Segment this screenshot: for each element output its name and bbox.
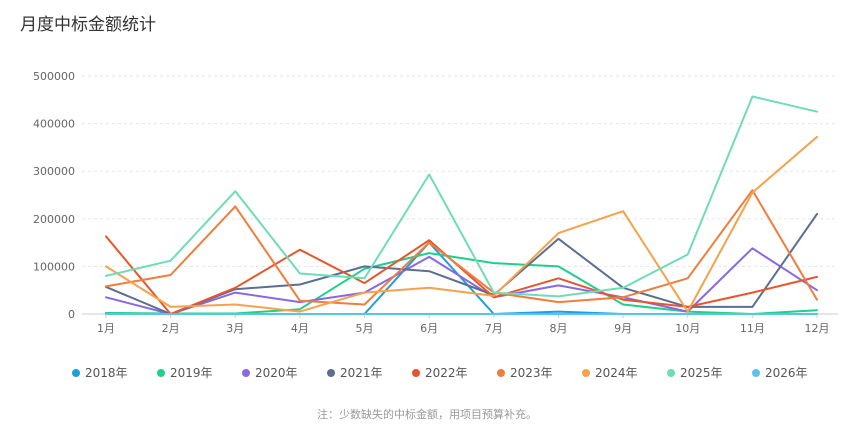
series-line-1[interactable] bbox=[105, 241, 818, 315]
y-tick-label: 100000 bbox=[33, 260, 75, 273]
legend-label: 2020年 bbox=[255, 366, 298, 380]
y-tick-label: 400000 bbox=[33, 118, 75, 131]
x-tick-label: 5月 bbox=[356, 322, 374, 335]
x-tick-label: 8月 bbox=[549, 322, 567, 335]
legend-marker bbox=[582, 369, 590, 377]
series-line-3[interactable] bbox=[105, 247, 818, 315]
legend-item[interactable]: 2026年 bbox=[752, 366, 808, 380]
legend-label: 2023年 bbox=[510, 366, 553, 380]
legend-marker bbox=[667, 369, 675, 377]
x-tick-label: 1月 bbox=[97, 322, 115, 335]
x-tick-label: 2月 bbox=[162, 322, 180, 335]
legend-marker bbox=[497, 369, 505, 377]
series-lines bbox=[105, 95, 818, 315]
legend-item[interactable]: 2025年 bbox=[667, 366, 723, 380]
legend-item[interactable]: 2024年 bbox=[582, 366, 638, 380]
x-tick-label: 12月 bbox=[805, 322, 830, 335]
legend-label: 2021年 bbox=[340, 366, 383, 380]
legend-item[interactable]: 2019年 bbox=[157, 366, 213, 380]
legend-item[interactable]: 2021年 bbox=[327, 366, 383, 380]
x-tick-label: 6月 bbox=[420, 322, 438, 335]
legend-marker bbox=[327, 369, 335, 377]
y-tick-label: 200000 bbox=[33, 213, 75, 226]
series-line-8[interactable] bbox=[105, 95, 818, 298]
legend-marker bbox=[72, 369, 80, 377]
legend-marker bbox=[157, 369, 165, 377]
x-axis: 1月 2月 3月 4月 5月 6月 7月 8月 9月 10月 11月 12月 bbox=[97, 314, 830, 335]
x-tick-label: 10月 bbox=[675, 322, 700, 335]
legend-label: 2018年 bbox=[85, 366, 128, 380]
chart-title: 月度中标金额统计 bbox=[20, 15, 156, 35]
x-tick-label: 4月 bbox=[291, 322, 309, 335]
x-tick-label: 9月 bbox=[614, 322, 632, 335]
legend-label: 2025年 bbox=[680, 366, 723, 380]
legend-item[interactable]: 2023年 bbox=[497, 366, 553, 380]
y-axis: 0 100000 200000 300000 400000 500000 bbox=[33, 70, 75, 321]
series-line-7[interactable] bbox=[105, 135, 818, 313]
grid-lines bbox=[82, 75, 838, 315]
y-tick-label: 0 bbox=[68, 308, 75, 321]
legend-label: 2026年 bbox=[765, 366, 808, 380]
legend-item[interactable]: 2022年 bbox=[412, 366, 468, 380]
legend-item[interactable]: 2020年 bbox=[242, 366, 298, 380]
y-tick-label: 300000 bbox=[33, 165, 75, 178]
series-line-4[interactable] bbox=[105, 213, 818, 315]
legend-label: 2019年 bbox=[170, 366, 213, 380]
legend-marker bbox=[752, 369, 760, 377]
legend[interactable]: 2018年 2019年 2020年 2021年 2022年 2023年 2024年 2025年… bbox=[72, 366, 808, 380]
legend-item[interactable]: 2018年 bbox=[72, 366, 128, 380]
line-chart: 0 100000 200000 300000 400000 500000 1月 2月 3月 4月… bbox=[33, 70, 838, 380]
legend-label: 2024年 bbox=[595, 366, 638, 380]
x-tick-label: 3月 bbox=[226, 322, 244, 335]
legend-marker bbox=[412, 369, 420, 377]
legend-label: 2022年 bbox=[425, 366, 468, 380]
footnote: 注：少数缺失的中标金额，用项目预算补充。 bbox=[317, 408, 537, 421]
x-tick-label: 11月 bbox=[740, 322, 765, 335]
series-line-6[interactable] bbox=[105, 189, 818, 306]
x-tick-label: 7月 bbox=[485, 322, 503, 335]
y-tick-label: 500000 bbox=[33, 70, 75, 83]
legend-marker bbox=[242, 369, 250, 377]
